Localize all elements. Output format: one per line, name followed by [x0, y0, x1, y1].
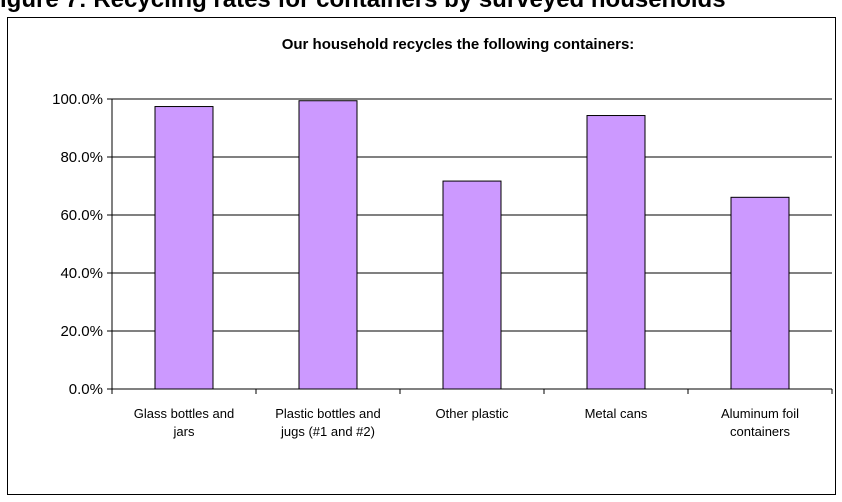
y-tick-label: 80.0% — [60, 149, 103, 166]
y-tick-label: 100.0% — [52, 91, 103, 108]
bar — [298, 100, 358, 390]
bar-chart: Our household recycles the following con… — [52, 36, 833, 439]
y-tick-label: 0.0% — [69, 381, 103, 398]
figure-caption: igure 7: Recycling rates for containers … — [0, 0, 842, 14]
x-category-label: Glass bottles and jars — [134, 406, 234, 439]
chart-title: Our household recycles the following con… — [282, 36, 635, 53]
bar — [586, 115, 646, 390]
chart-frame: Our household recycles the following con… — [7, 17, 836, 495]
x-category-labels: Glass bottles and jars Plastic bottles and… — [134, 406, 799, 439]
x-category-label: Metal cans — [585, 406, 648, 421]
x-category-label: Other plastic — [436, 406, 509, 421]
x-category-label: Aluminum foil containers — [721, 406, 799, 439]
y-tick-labels: 0.0% 20.0% 40.0% 60.0% 80.0% 100.0% — [52, 91, 103, 398]
axes — [107, 98, 833, 394]
bar — [442, 180, 502, 390]
x-category-label: Plastic bottles and jugs (#1 and #2) — [275, 406, 381, 439]
bars — [154, 100, 790, 390]
y-tick-label: 60.0% — [60, 207, 103, 224]
bar — [730, 196, 790, 390]
y-tick-label: 20.0% — [60, 323, 103, 340]
y-tick-label: 40.0% — [60, 265, 103, 282]
bar — [154, 106, 214, 390]
